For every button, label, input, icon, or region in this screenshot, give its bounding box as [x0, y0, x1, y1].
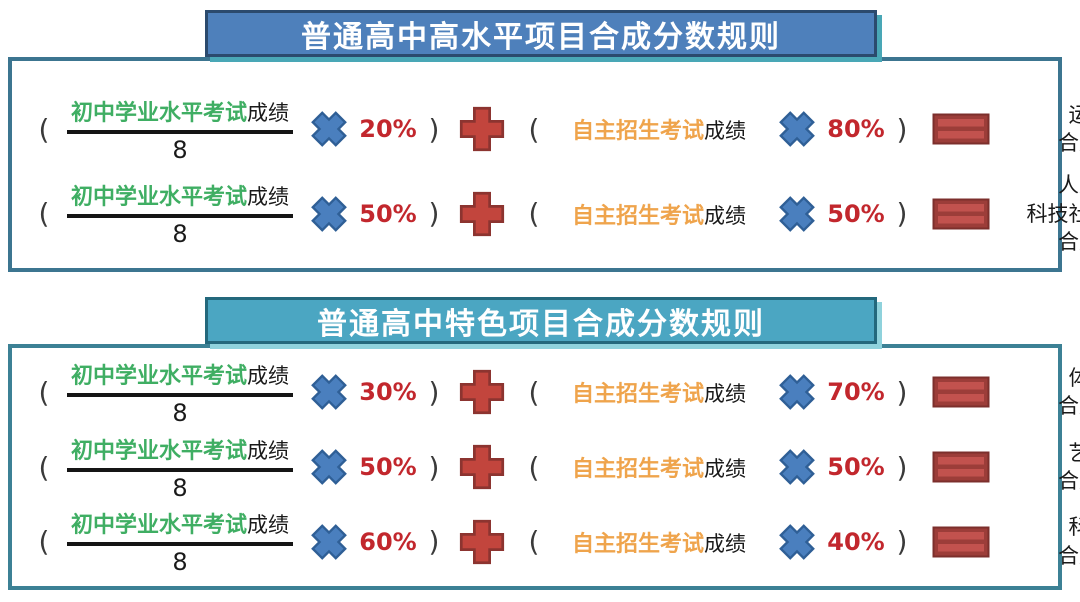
exam2-label: 自主招生考试: [571, 203, 704, 229]
close-paren: ): [428, 450, 440, 484]
multiply-icon: [308, 521, 350, 563]
composite-score-result: 人文数理 科技社、艺术团 合成总分: [1026, 173, 1080, 254]
equals-icon: [932, 526, 990, 558]
formula-row: ( 初中学业水平考试成绩 8 20% ) ( 自主招生考试成绩 80% ): [36, 95, 1080, 164]
plus-icon: [458, 105, 506, 153]
panel2-rows: ( 初中学业水平考试成绩 8 30% ) ( 自主招生考试成绩 70% ): [12, 348, 1080, 586]
exam2-label: 自主招生考试: [571, 382, 704, 408]
score-suffix: 成绩: [247, 438, 289, 463]
equals-icon: [932, 451, 990, 483]
multiply-icon: [776, 371, 818, 413]
exam1-label: 初中学业水平考试: [70, 363, 247, 389]
exam2-label: 自主招生考试: [571, 531, 704, 557]
score-suffix: 成绩: [704, 457, 746, 481]
close-paren: ): [896, 375, 908, 409]
close-paren: ): [896, 525, 908, 559]
fraction-denominator: 8: [172, 398, 188, 427]
close-paren: ): [428, 525, 440, 559]
open-paren: (: [38, 450, 50, 484]
open-paren: (: [528, 450, 540, 484]
plus-icon: [458, 518, 506, 566]
close-paren: ): [896, 197, 908, 231]
close-paren: ): [428, 375, 440, 409]
fraction-denominator: 8: [172, 473, 188, 502]
open-paren: (: [38, 375, 50, 409]
formula-row: ( 初中学业水平考试成绩 8 60% ) ( 自主招生考试成绩 40% ): [36, 507, 1080, 576]
score-suffix: 成绩: [704, 531, 746, 556]
close-paren: ): [428, 197, 440, 231]
equals-icon: [932, 113, 990, 145]
open-paren: (: [528, 375, 540, 409]
exam1-label: 初中学业水平考试: [70, 513, 247, 539]
close-paren: ): [896, 112, 908, 146]
multiply-icon: [776, 521, 818, 563]
multiply-icon: [308, 371, 350, 413]
formula-row: ( 初中学业水平考试成绩 8 30% ) ( 自主招生考试成绩 70% ): [36, 358, 1080, 427]
panel1-title-text: 普通高中高水平项目合成分数规则: [301, 19, 781, 55]
weight-percent-1: 50%: [359, 453, 417, 481]
weight-percent-1: 20%: [359, 115, 417, 144]
exam1-label: 初中学业水平考试: [70, 100, 247, 126]
panel1-rows: ( 初中学业水平考试成绩 8 20% ) ( 自主招生考试成绩 80% ): [12, 61, 1080, 268]
weight-percent-2: 40%: [827, 527, 885, 556]
open-paren: (: [528, 525, 540, 559]
weight-percent-1: 60%: [359, 527, 417, 556]
equals-icon: [932, 376, 990, 408]
equals-icon: [932, 198, 990, 230]
score-suffix: 成绩: [247, 185, 289, 210]
score-suffix: 成绩: [704, 203, 746, 228]
formula-row: ( 初中学业水平考试成绩 8 50% ) ( 自主招生考试成绩 50% ): [36, 171, 1080, 256]
panel-special-rules: ( 初中学业水平考试成绩 8 30% ) ( 自主招生考试成绩 70% ): [8, 344, 1080, 590]
composite-score-result: 体育类 合成总分: [1058, 365, 1080, 419]
close-paren: ): [428, 112, 440, 146]
open-paren: (: [38, 197, 50, 231]
fraction-middle-school-score: 初中学业水平考试成绩 8: [58, 433, 302, 502]
multiply-icon: [776, 446, 818, 488]
exam1-label: 初中学业水平考试: [70, 185, 247, 211]
panel1-title: 普通高中高水平项目合成分数规则: [205, 10, 877, 57]
fraction-denominator: 8: [172, 220, 188, 249]
weight-percent-1: 50%: [359, 199, 417, 228]
exam2-label: 自主招生考试: [571, 457, 704, 482]
composite-score-result: 艺术类 合成总分: [1058, 440, 1080, 493]
multiply-icon: [308, 108, 350, 150]
open-paren: (: [528, 112, 540, 146]
close-paren: ): [896, 450, 908, 484]
open-paren: (: [528, 197, 540, 231]
weight-percent-2: 70%: [827, 378, 885, 407]
formula-row: ( 初中学业水平考试成绩 8 50% ) ( 自主招生考试成绩 50% ): [36, 433, 1080, 502]
fraction-middle-school-score: 初中学业水平考试成绩 8: [58, 179, 302, 248]
composite-score-result: 运动队 合成总分: [1058, 102, 1080, 156]
panel2-title-text: 普通高中特色项目合成分数规则: [317, 306, 765, 342]
multiply-icon: [776, 108, 818, 150]
weight-percent-2: 50%: [827, 199, 885, 228]
multiply-icon: [776, 193, 818, 235]
open-paren: (: [38, 112, 50, 146]
weight-percent-2: 80%: [827, 115, 885, 144]
plus-icon: [458, 368, 506, 416]
fraction-middle-school-score: 初中学业水平考试成绩 8: [58, 358, 302, 427]
multiply-icon: [308, 193, 350, 235]
plus-icon: [458, 443, 506, 491]
score-suffix: 成绩: [247, 100, 289, 125]
score-suffix: 成绩: [247, 513, 289, 538]
panel-high-level-rules: ( 初中学业水平考试成绩 8 20% ) ( 自主招生考试成绩 80% ): [8, 57, 1080, 272]
weight-percent-2: 50%: [827, 453, 885, 481]
fraction-middle-school-score: 初中学业水平考试成绩 8: [58, 95, 302, 164]
plus-icon: [458, 190, 506, 238]
fraction-denominator: 8: [172, 135, 188, 164]
exam1-label: 初中学业水平考试: [70, 438, 247, 464]
fraction-denominator: 8: [172, 548, 188, 577]
score-suffix: 成绩: [247, 363, 289, 388]
fraction-middle-school-score: 初中学业水平考试成绩 8: [58, 507, 302, 576]
composite-score-result: 科技类 合成总分: [1058, 515, 1080, 568]
multiply-icon: [308, 446, 350, 488]
score-suffix: 成绩: [704, 382, 746, 407]
weight-percent-1: 30%: [359, 378, 417, 407]
score-suffix: 成绩: [704, 119, 746, 144]
exam2-label: 自主招生考试: [571, 119, 704, 145]
panel2-title: 普通高中特色项目合成分数规则: [205, 297, 877, 344]
open-paren: (: [38, 525, 50, 559]
